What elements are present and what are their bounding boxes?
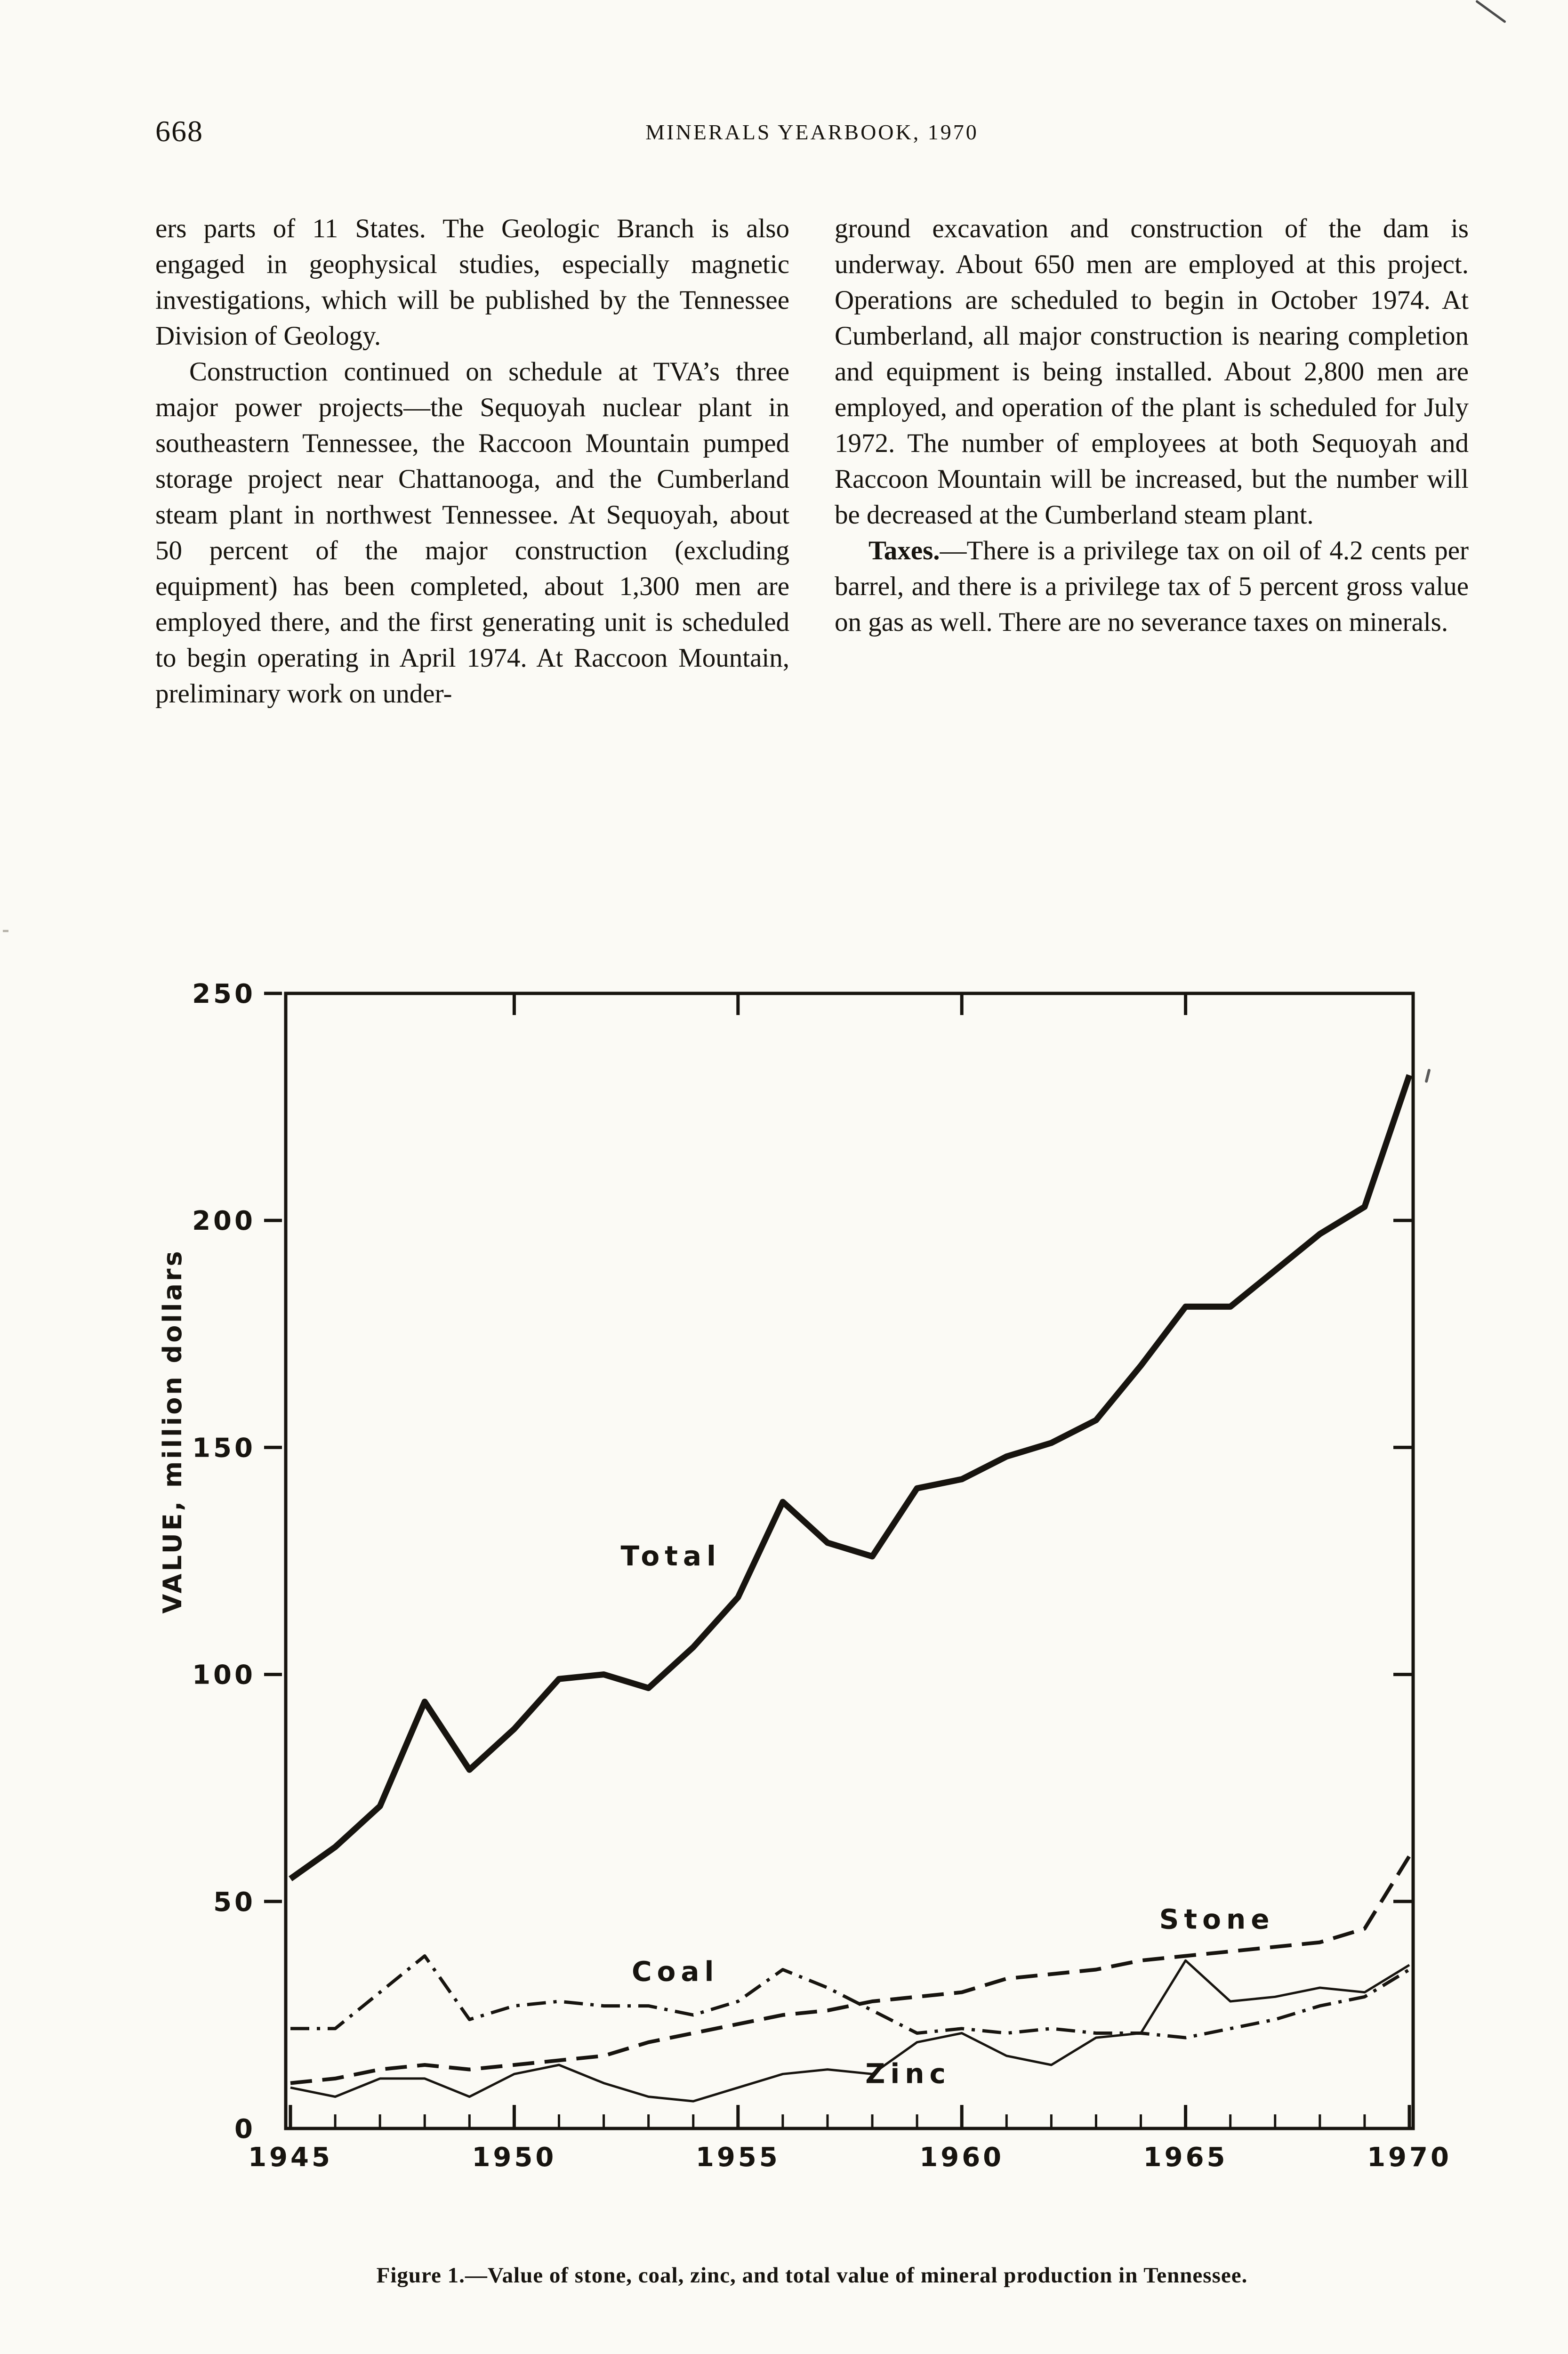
series-label-coal: Coal <box>632 1956 719 1988</box>
y-tick-label-150: 150 <box>192 1433 256 1463</box>
x-tick-label-1970: 1970 <box>1367 2142 1452 2173</box>
page-header: 668 MINERALS YEARBOOK, 1970 <box>155 114 1469 148</box>
y-tick-label-200: 200 <box>192 1206 256 1236</box>
x-tick-label-1965: 1965 <box>1143 2142 1228 2173</box>
taxes-text: —There is a privilege tax on oil of 4.2 … <box>835 536 1469 637</box>
paragraph-taxes: Taxes.—There is a privilege tax on oil o… <box>835 533 1469 640</box>
x-tick-label-1950: 1950 <box>472 2142 556 2173</box>
x-tick-label-1955: 1955 <box>696 2142 780 2173</box>
right-column: ground excavation and construction of th… <box>835 211 1469 712</box>
scan-artifact-slash <box>1475 0 1507 24</box>
figure-caption: Figure 1.—Value of stone, coal, zinc, an… <box>376 2263 1248 2288</box>
series-line-stone <box>290 1855 1411 2085</box>
y-tick-label-0: 0 <box>234 2114 256 2144</box>
y-tick-label-100: 100 <box>192 1660 256 1691</box>
x-tick-label-1945: 1945 <box>248 2142 333 2173</box>
paragraph-tva-construction: Construction continued on schedule at TV… <box>155 357 789 709</box>
x-tick-label-1960: 1960 <box>919 2142 1004 2173</box>
mineral-production-chart: 0 50 100 150 200 250 1945 1950 1955 1960 1965 1970 V… <box>158 979 1452 2173</box>
series-line-coal <box>290 1954 1410 2040</box>
series-label-zinc: Zinc <box>865 2058 951 2090</box>
y-tick-label-50: 50 <box>213 1887 256 1918</box>
left-column: ers parts of 11 States. The Geologic Bra… <box>155 211 789 712</box>
series-line-zinc <box>290 1959 1410 2103</box>
series-label-stone: Stone <box>1159 1903 1275 1935</box>
y-axis-title: VALUE, million dollars <box>158 1249 187 1613</box>
running-title: MINERALS YEARBOOK, 1970 <box>645 120 979 144</box>
plot-border <box>284 992 1415 2130</box>
series-line-total <box>289 1074 1413 1881</box>
figure-chart: 0 50 100 150 200 250 1945 1950 1955 1960 1965 1970 V… <box>141 956 1478 2217</box>
y-tick-label-250: 250 <box>192 979 256 1009</box>
body-text: ers parts of 11 States. The Geologic Bra… <box>155 211 1469 712</box>
series-label-total: Total <box>620 1540 721 1572</box>
scan-artifact-speck <box>3 930 8 932</box>
taxes-heading: Taxes. <box>868 536 940 565</box>
page-number: 668 <box>155 114 203 148</box>
paragraph-construction-continued: ground excavation and construction of th… <box>835 214 1469 530</box>
paragraph-geologic-branch: ers parts of 11 States. The Geologic Bra… <box>155 214 789 351</box>
